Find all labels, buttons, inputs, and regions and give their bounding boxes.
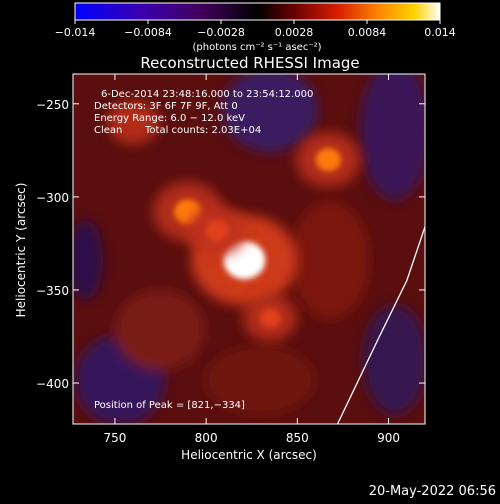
limb-curve — [336, 226, 425, 424]
x-tick-label: 800 — [195, 431, 218, 445]
x-axis: 750 800 850 900 — [103, 74, 400, 445]
source-core — [205, 219, 229, 242]
y-tick-label: −300 — [36, 191, 69, 205]
y-tick-label: −350 — [36, 284, 69, 298]
colorbar-tick-label: 0.0028 — [275, 26, 314, 39]
source-core — [315, 148, 342, 172]
x-axis-label: Heliocentric X (arcsec) — [181, 448, 317, 462]
annotation-detectors: Detectors: 3F 6F 7F 9F, Att 0 — [94, 101, 238, 112]
colorbar-unit-label: (photons cm⁻² s⁻¹ asec⁻²) — [192, 42, 321, 53]
annotation-time-range: 6-Dec-2014 23:48:16.000 to 23:54:12.000 — [101, 89, 313, 100]
x-tick-label: 900 — [377, 431, 400, 445]
annotation-energy: Energy Range: 6.0 − 12.0 keV — [94, 113, 245, 124]
y-axis: −250 −300 −350 −400 — [36, 98, 425, 391]
peak-highlight — [235, 252, 254, 269]
source-core — [123, 113, 144, 132]
y-tick-label: −400 — [36, 377, 69, 391]
heatmap-texture — [73, 74, 425, 424]
annotation-peak: Position of Peak = [821,−334] — [94, 400, 245, 411]
colorbar-tick-label: 0.014 — [424, 26, 456, 39]
colorbar-tick-label: −0.014 — [55, 26, 96, 39]
colorbar-ticks — [74, 20, 441, 24]
annotation-clean: Clean — [94, 125, 122, 136]
colorbar-tick-label: 0.0084 — [348, 26, 387, 39]
x-tick-label: 850 — [286, 431, 309, 445]
footer-date: 20-May-2022 06:56 — [369, 484, 496, 499]
y-axis-label: Heliocentric Y (arcsec) — [14, 183, 28, 318]
source-core — [259, 308, 281, 328]
chart-title: Reconstructed RHESSI Image — [140, 54, 359, 72]
annotation-total-counts: Total counts: 2.03E+04 — [144, 125, 261, 136]
heatmap-sources — [107, 100, 361, 342]
colorbar-tick-label: −0.0028 — [197, 26, 245, 39]
plot-frame — [72, 73, 426, 425]
x-tick-label: 750 — [103, 431, 126, 445]
colorbar-tick-label: −0.0084 — [124, 26, 172, 39]
y-tick-label: −250 — [36, 98, 69, 112]
colorbar — [74, 2, 441, 21]
